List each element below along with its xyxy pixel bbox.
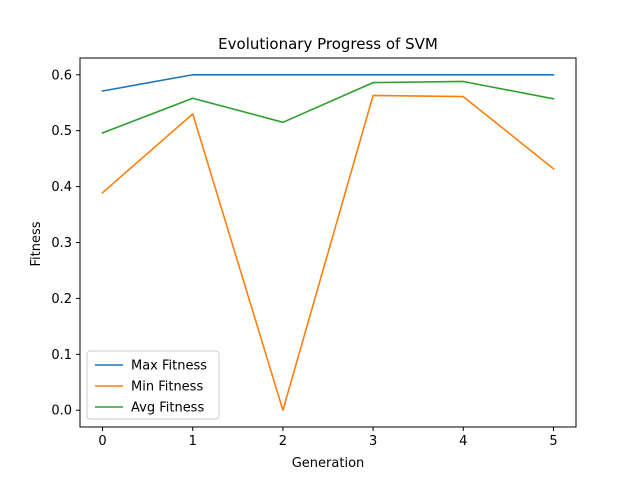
y-tick-label: 0.0 <box>51 404 72 419</box>
x-tick-label: 1 <box>189 434 197 449</box>
x-axis-title: Generation <box>292 456 365 471</box>
y-tick-label: 0.1 <box>51 348 72 363</box>
y-tick-label: 0.3 <box>51 236 72 251</box>
axes: 0 1 2 3 4 5 0.0 0.1 0.2 0.3 0.4 0.5 0.6 <box>51 57 577 449</box>
x-tick-label: 4 <box>459 434 467 449</box>
y-tick-label: 0.6 <box>51 68 72 83</box>
legend-label: Avg Fitness <box>131 401 204 416</box>
legend: Max Fitness Min Fitness Avg Fitness <box>86 350 220 420</box>
x-tick-label: 3 <box>369 434 377 449</box>
x-tick-label: 0 <box>98 434 106 449</box>
chart-title: Evolutionary Progress of SVM <box>218 35 438 53</box>
series-line-avg-fitness <box>101 80 555 134</box>
y-axis-title: Fitness <box>29 221 44 266</box>
legend-label: Min Fitness <box>131 380 203 395</box>
y-tick-label: 0.5 <box>51 124 72 139</box>
series-lines <box>101 73 555 412</box>
y-tick-label: 0.2 <box>51 292 72 307</box>
x-tick-label: 5 <box>549 434 557 449</box>
legend-box <box>86 350 220 420</box>
legend-label: Max Fitness <box>131 359 207 374</box>
series-line-min-fitness <box>101 94 555 412</box>
y-tick-label: 0.4 <box>51 180 72 195</box>
x-tick-label: 2 <box>279 434 287 449</box>
series-line-max-fitness <box>101 73 555 92</box>
